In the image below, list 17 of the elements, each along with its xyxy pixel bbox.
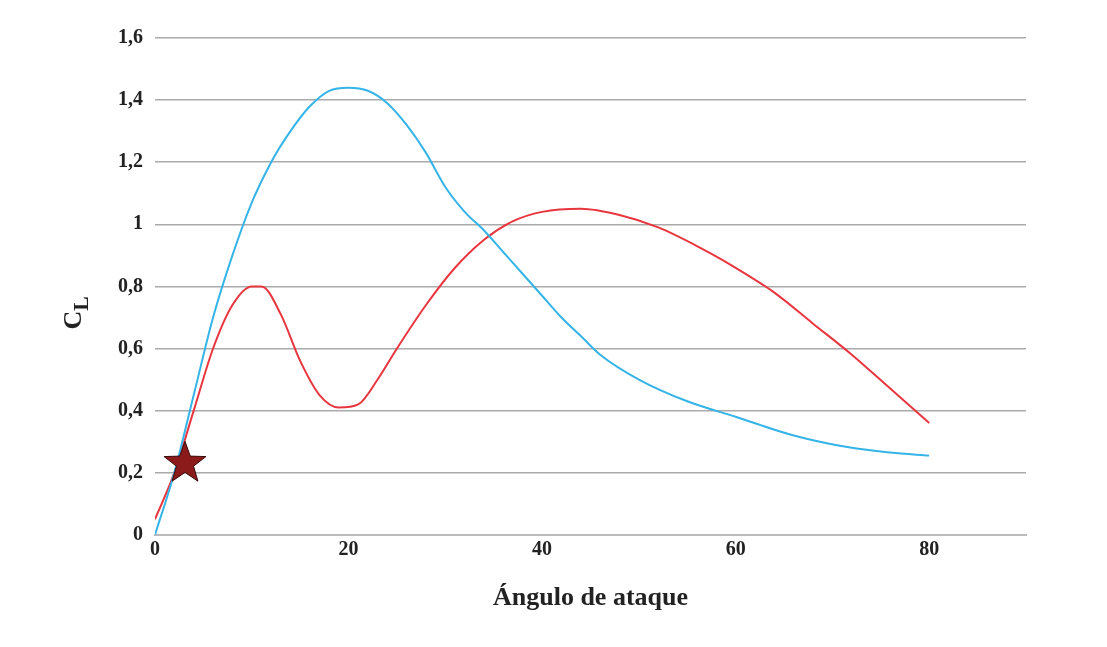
y-tick-label: 0,4	[118, 397, 143, 420]
x-tick-label: 20	[338, 536, 359, 559]
y-tick-label: 1,6	[118, 25, 143, 48]
x-tick-label: 40	[532, 536, 553, 559]
y-tick-label: 1,4	[118, 87, 143, 110]
x-tick-label: 80	[919, 536, 940, 559]
x-tick-label: 0	[150, 536, 160, 559]
y-tick-label: 1,2	[118, 149, 143, 172]
line-series	[155, 207, 931, 521]
y-tick-label: 1	[133, 211, 143, 234]
y-tick-label: 0,2	[118, 459, 143, 482]
y-tick-label: 0,8	[118, 273, 143, 296]
x-tick-label: 60	[725, 536, 746, 559]
y-tick-label: 0,6	[118, 335, 143, 358]
y-tick-label: 0	[133, 521, 143, 544]
line-series	[155, 86, 931, 535]
x-axis-title: Ángulo de ataque	[492, 582, 689, 612]
